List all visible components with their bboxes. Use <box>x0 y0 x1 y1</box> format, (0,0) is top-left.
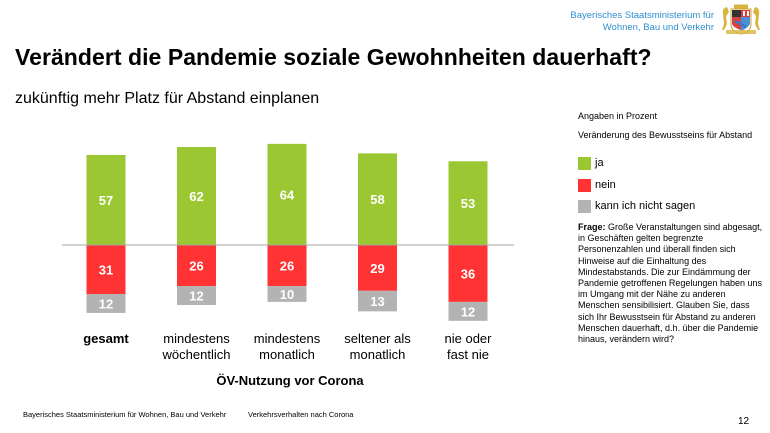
category-label-line1: mindestens <box>163 331 230 346</box>
legend-label: nein <box>595 179 616 191</box>
unit-note: Angaben in Prozent <box>578 111 658 121</box>
legend-swatch <box>578 178 591 192</box>
legend-title: Veränderung des Bewusstseins für Abstand <box>578 130 753 140</box>
bar-segment-ja-3 <box>358 153 397 245</box>
value-label-kann-ich-nicht-sagen-3: 13 <box>370 294 384 309</box>
value-label-nein-0: 31 <box>99 262 113 277</box>
bar-segment-nein-3 <box>358 245 397 291</box>
legend-swatch <box>578 199 591 213</box>
category-label-0: gesamt <box>56 331 156 347</box>
legend-item-ja: ja <box>578 156 604 170</box>
category-label-line1: nie oder <box>444 331 492 346</box>
bar-segment-kann-ich-nicht-sagen-2 <box>267 286 307 302</box>
value-label-nein-2: 26 <box>280 259 294 274</box>
value-label-ja-4: 53 <box>461 196 475 211</box>
category-label-line2: monatlich <box>259 347 315 362</box>
question-label: Frage: <box>578 222 606 232</box>
footer-ministry: Bayerisches Staatsministerium für Wohnen… <box>23 410 227 419</box>
diverging-bar-chart: 57 31 12 62 26 12 64 26 10 58 29 13 53 36 12 <box>62 143 514 321</box>
chart-subtitle: zukünftig mehr Platz für Abstand einplan… <box>15 90 320 107</box>
legend-label: ja <box>595 157 604 169</box>
category-label-1: mindestens wöchentlich <box>147 331 247 363</box>
bar-segment-ja-2 <box>267 143 307 245</box>
category-label-3: seltener als monatlich <box>328 331 428 363</box>
page-title: Verändert die Pandemie soziale Gewohnhei… <box>15 44 652 70</box>
value-label-kann-ich-nicht-sagen-4: 12 <box>461 304 475 319</box>
category-label-line1: gesamt <box>83 331 129 346</box>
value-label-ja-2: 64 <box>280 187 295 202</box>
bar-segment-kann-ich-nicht-sagen-3 <box>358 290 397 312</box>
legend-swatch <box>578 156 591 170</box>
category-label-4: nie oder fast nie <box>418 331 518 363</box>
bavarian-coat-of-arms-icon <box>722 4 760 35</box>
value-label-kann-ich-nicht-sagen-2: 10 <box>280 287 294 302</box>
category-label-line1: mindestens <box>253 331 321 346</box>
survey-question: Frage: Große Veranstaltungen sind abgesa… <box>578 222 763 345</box>
legend-item-kann-ich-nicht-sagen: kann ich nicht sagen <box>578 199 695 213</box>
value-label-nein-1: 26 <box>189 259 203 274</box>
bar-segment-nein-4 <box>448 245 488 302</box>
bar-segment-nein-2 <box>267 245 307 287</box>
value-label-kann-ich-nicht-sagen-1: 12 <box>189 289 203 304</box>
bar-segment-ja-1 <box>177 147 216 245</box>
ministry-line-2: Wohnen, Bau und Verkehr <box>602 22 714 33</box>
value-label-ja-3: 58 <box>370 192 384 207</box>
value-label-nein-3: 29 <box>370 261 384 276</box>
bar-segment-ja-4 <box>448 161 488 245</box>
chart-bars <box>86 143 488 321</box>
legend-label: kann ich nicht sagen <box>595 200 696 212</box>
chart-value-labels: 57 31 12 62 26 12 64 26 10 58 29 13 53 36 12 <box>99 187 475 319</box>
category-label-line1: seltener als <box>344 331 411 346</box>
bar-segment-nein-0 <box>86 245 126 294</box>
bar-segment-kann-ich-nicht-sagen-0 <box>86 293 126 313</box>
ministry-line-1: Bayerisches Staatsministerium für <box>570 10 714 21</box>
ministry-header-text: Bayerisches Staatsministerium für Wohnen… <box>540 10 714 34</box>
value-label-nein-4: 36 <box>461 266 475 281</box>
x-axis-label: ÖV-Nutzung vor Corona <box>216 373 364 388</box>
legend-item-nein: nein <box>578 178 616 192</box>
category-label-line2: wöchentlich <box>162 347 231 362</box>
bar-segment-nein-1 <box>177 245 216 287</box>
value-label-ja-1: 62 <box>189 189 203 204</box>
footer-topic: Verkehrsverhalten nach Corona <box>248 410 354 419</box>
question-text: Große Veranstaltungen sind abgesagt, in … <box>578 222 763 345</box>
category-label-line2: monatlich <box>349 347 406 362</box>
value-label-ja-0: 57 <box>99 193 113 208</box>
bar-segment-kann-ich-nicht-sagen-1 <box>177 286 216 306</box>
page-number: 12 <box>738 416 750 427</box>
category-label-line2: fast nie <box>447 347 489 362</box>
bar-segment-kann-ich-nicht-sagen-4 <box>448 301 488 321</box>
bar-segment-ja-0 <box>86 154 126 245</box>
value-label-kann-ich-nicht-sagen-0: 12 <box>99 296 113 311</box>
category-label-2: mindestens monatlich <box>237 331 337 363</box>
